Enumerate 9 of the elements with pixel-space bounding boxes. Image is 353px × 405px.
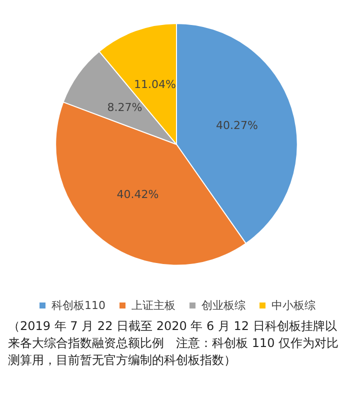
legend-label: 科创板110 xyxy=(52,299,106,312)
legend-label: 中小板综 xyxy=(272,299,316,312)
data-label: 8.27% xyxy=(107,101,142,114)
legend-label: 上证主板 xyxy=(132,299,176,312)
data-label: 40.27% xyxy=(216,118,258,132)
data-label: 11.04% xyxy=(134,78,176,92)
text: （2019 年 7 月 22 日截至 2020 年 6 月 12 日科创板挂牌以来各大综合指数融资总额比例 注意：科创板 110 仅作为对比测算用，目前暂无官方编制的科创板指数） xyxy=(8,318,340,369)
data-label: 40.42% xyxy=(116,188,159,202)
legend-label: 创业板综 xyxy=(202,299,246,312)
